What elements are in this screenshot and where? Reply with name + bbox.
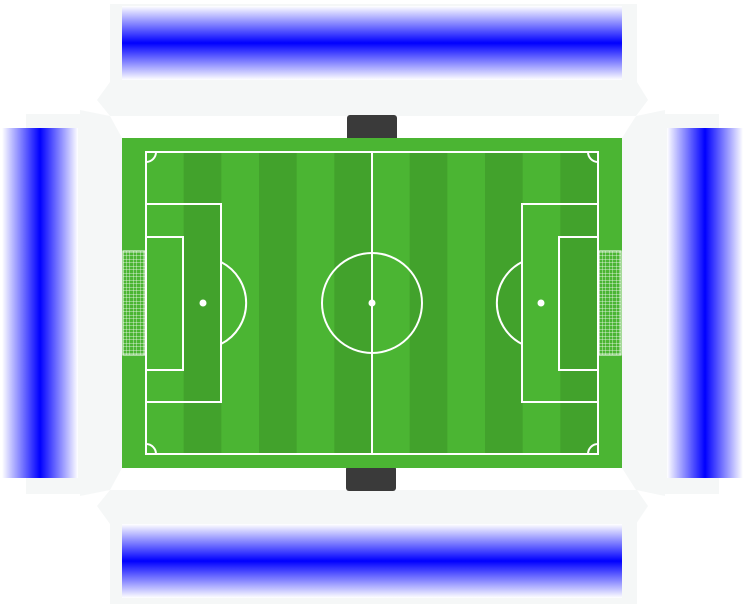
penalty-spot-right <box>537 299 545 307</box>
goal-net-right <box>598 250 622 356</box>
grass-stripe <box>560 152 598 454</box>
goal-area-left <box>145 236 184 371</box>
goal-area-right <box>558 236 599 371</box>
pitch-spots <box>199 299 545 307</box>
team-bench-north <box>347 115 397 141</box>
stand-north[interactable] <box>122 6 622 80</box>
penalty-arc-right <box>495 261 523 345</box>
pitch <box>122 138 622 468</box>
grass-stripe <box>334 152 372 454</box>
stand-east[interactable] <box>667 128 743 478</box>
center-spot <box>368 299 376 307</box>
grass-stripe <box>259 152 297 454</box>
stand-west[interactable] <box>2 128 78 478</box>
stand-south[interactable] <box>122 524 622 598</box>
corner-arc-bottom-right <box>587 443 599 455</box>
corner-arc-bottom-left <box>145 443 157 455</box>
pitch-markings <box>145 151 599 455</box>
corner-arc-top-left <box>145 151 157 163</box>
penalty-spot-left <box>199 299 207 307</box>
goal-net-left <box>122 250 146 356</box>
team-bench-south <box>346 466 396 491</box>
corner-arc-top-right <box>587 151 599 163</box>
center-circle <box>321 252 423 354</box>
grass-stripe <box>485 152 523 454</box>
pitch-stripes <box>183 152 598 454</box>
penalty-arc-left <box>220 261 248 345</box>
grass-stripe <box>409 152 448 454</box>
